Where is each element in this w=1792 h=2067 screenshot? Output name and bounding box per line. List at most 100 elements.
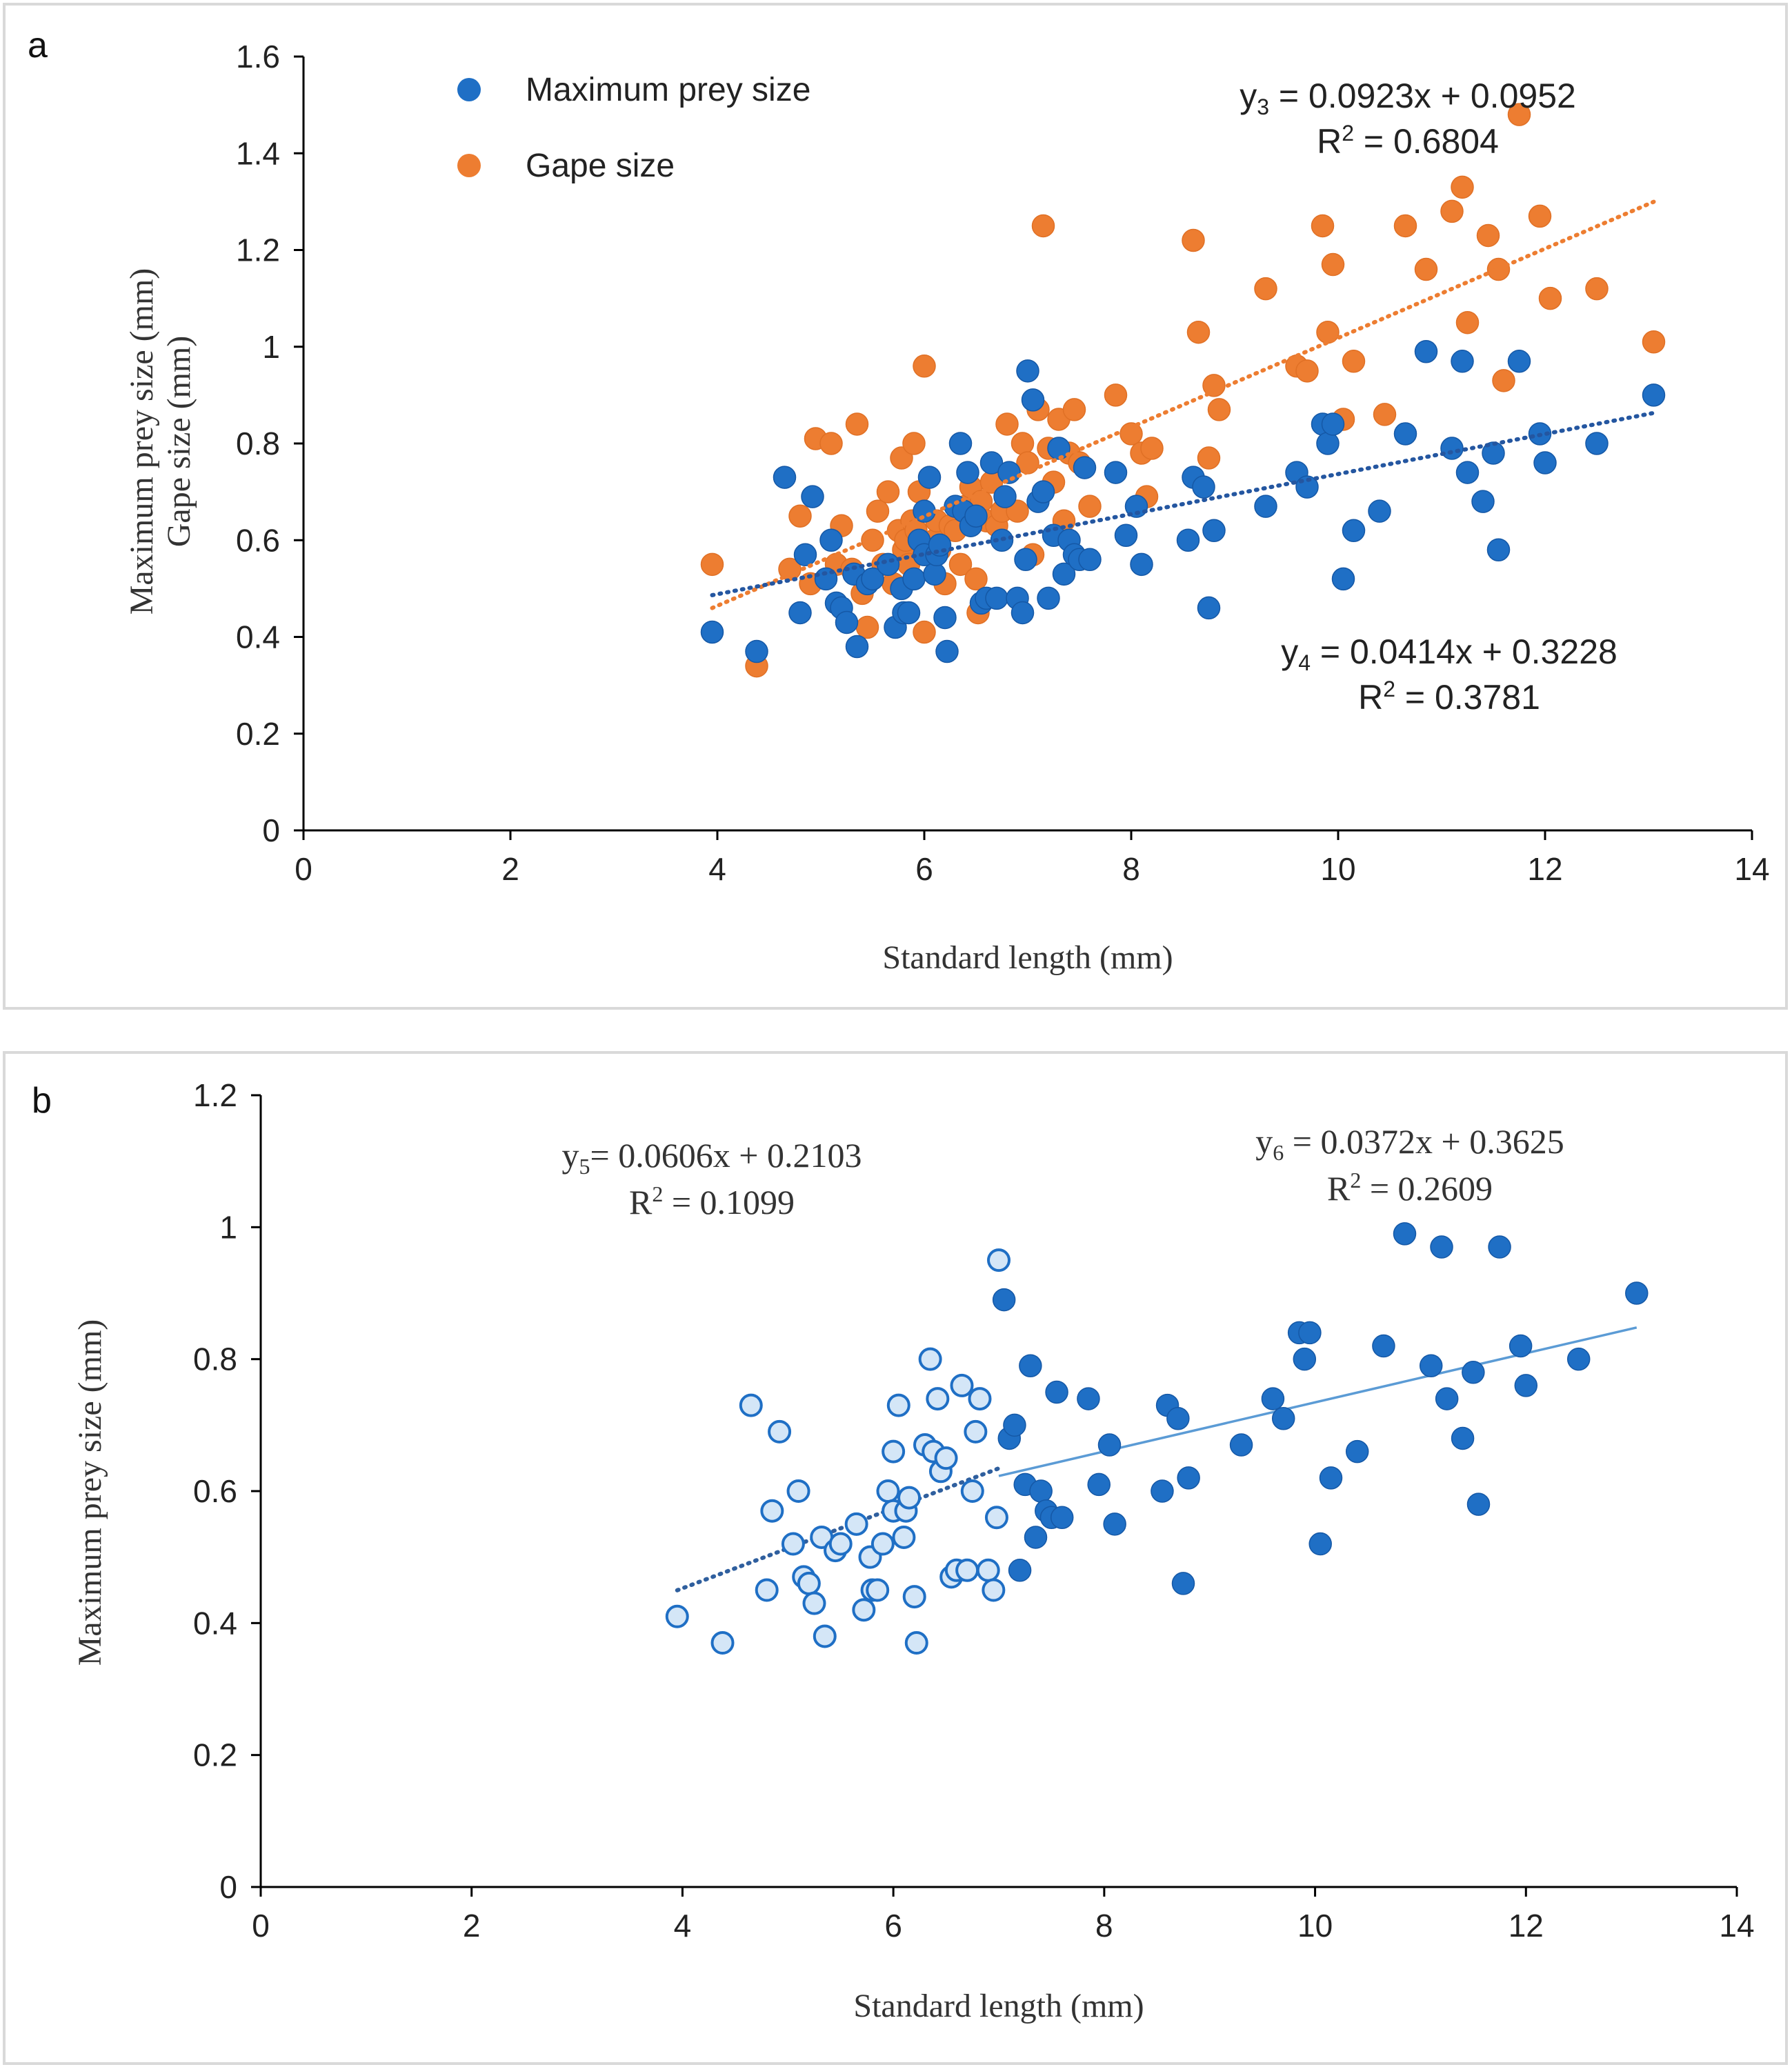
gape-size-point (1078, 495, 1102, 518)
small-fish-point (904, 1631, 928, 1655)
prey-size-point (923, 562, 946, 586)
prey-size-point (1321, 412, 1345, 436)
small-fish-point (902, 1585, 926, 1609)
large-fish-point (1097, 1433, 1122, 1457)
gape-size-point (964, 567, 988, 591)
small-fish-point (987, 1248, 1011, 1272)
gape-size-point (819, 432, 843, 455)
panel-label-a: a (28, 26, 48, 66)
x-tick-label: 14 (1734, 851, 1769, 887)
large-fish-point (1261, 1387, 1285, 1410)
large-fish-point (1430, 1235, 1453, 1259)
small-fish-trendline (675, 1466, 1001, 1592)
prey-size-point (773, 466, 797, 489)
large-fish-point (1372, 1334, 1395, 1358)
scatter-chart-a: 0 2 4 6 8 10 12 14 0 0.2 0.4 0.6 0.8 1 1.2 1.4 1.6 Standa… (123, 39, 1770, 976)
x-tick-label: 10 (1297, 1908, 1333, 1944)
large-fish-point (1151, 1479, 1174, 1503)
large-fish-point (1462, 1361, 1485, 1384)
prey-size-point (1331, 567, 1355, 591)
prey-size-point (1037, 586, 1060, 610)
prey-size-point (1052, 562, 1076, 586)
gape-size-point (1197, 446, 1221, 470)
large-fish-point (1451, 1426, 1475, 1450)
gape-size-point (1642, 330, 1666, 354)
chart-panel-b: b 0 2 4 6 8 10 12 14 0 0.2 0.4 0.6 0.8 1 1.2 Standard l… (3, 1051, 1788, 2065)
prey-size-point (997, 461, 1021, 484)
gape-size-point (1031, 214, 1055, 238)
y-tick-label: 0.4 (236, 619, 280, 655)
prey-size-point (935, 639, 959, 663)
prey-size-point (1254, 495, 1277, 518)
gape-size-point (1011, 432, 1035, 455)
large-fish-point (1087, 1472, 1111, 1497)
large-fish-point (1045, 1380, 1068, 1404)
prey-size-point (1507, 350, 1531, 373)
x-tick-label: 4 (708, 851, 726, 887)
prey-size-point (1455, 461, 1480, 484)
x-tick-label: 6 (884, 1908, 902, 1944)
large-fish-point (1319, 1466, 1343, 1490)
prey-size-point (956, 461, 979, 484)
gape-size-point (948, 552, 973, 577)
prey-size-point (1202, 519, 1226, 542)
gape-size-point (1202, 374, 1226, 397)
prey-size-point (1533, 451, 1557, 475)
prey-size-point (1104, 461, 1128, 484)
large-fish-point (1171, 1572, 1195, 1595)
large-fish-point (1024, 1526, 1048, 1549)
gape-size-point (1186, 320, 1211, 344)
gape-size-point (1528, 204, 1552, 228)
prey-size-point (876, 552, 900, 577)
prey-size-point (964, 504, 988, 528)
legend-label: Gape size (526, 148, 675, 184)
prey-size-point (788, 601, 812, 625)
prey-size-point (845, 635, 869, 659)
panel-label-b: b (32, 1081, 52, 1121)
x-tick-label: 8 (1095, 1908, 1113, 1944)
gape-size-point (1295, 359, 1319, 383)
scatter-chart-b: 0 2 4 6 8 10 12 14 0 0.2 0.4 0.6 0.8 1 1.2 Standard len… (72, 1077, 1755, 2024)
prey-size-point (861, 567, 884, 591)
large-fish-point (1466, 1492, 1491, 1516)
small-fish-point (802, 1591, 826, 1615)
small-fish-point (768, 1419, 792, 1444)
large-fish-point (1166, 1407, 1190, 1430)
gape-size-point (913, 620, 936, 644)
small-fish-point (844, 1512, 868, 1536)
large-fish-point (1029, 1479, 1053, 1503)
prey-size-point (897, 601, 921, 625)
prey-trendline (710, 410, 1656, 597)
gape-size-point (913, 355, 936, 378)
prey-size-point (933, 606, 957, 630)
r2-y6: R2 = 0.2609 (1327, 1168, 1493, 1208)
equation-y6: y6 = 0.0372x + 0.3625 (1255, 1122, 1564, 1165)
x-tick-label: 4 (674, 1908, 692, 1944)
small-fish-point (760, 1499, 784, 1523)
gape-size-point (995, 412, 1019, 436)
gape-size-point (1455, 310, 1480, 334)
prey-size-point (1021, 388, 1045, 412)
x-axis-title: Standard length (mm) (882, 939, 1173, 976)
gape-size-point (1451, 175, 1474, 199)
gape-size-point (1119, 422, 1143, 446)
gape-size-point (1373, 403, 1397, 426)
prey-size-point (1047, 437, 1071, 460)
gape-size-point (1342, 350, 1366, 373)
equation-y5: y5= 0.0606x + 0.2103 (562, 1136, 862, 1179)
gape-size-point (855, 615, 879, 639)
legend-marker (457, 78, 481, 101)
small-fish-point (852, 1598, 876, 1622)
prey-size-point (745, 639, 768, 663)
small-fish-point (976, 1558, 1000, 1582)
small-fish-point (982, 1578, 1006, 1602)
prey-size-point (985, 586, 1008, 610)
prey-size-point (1011, 601, 1035, 625)
prey-size-point (1176, 528, 1200, 552)
prey-size-point (819, 528, 843, 552)
y-tick-label: 0.4 (193, 1605, 237, 1641)
y-tick-label: 0.6 (236, 522, 280, 558)
large-fish-point (1177, 1466, 1200, 1490)
equation-y4: y4 = 0.0414x + 0.3228 (1281, 632, 1617, 675)
y-tick-label: 0.2 (236, 716, 280, 752)
